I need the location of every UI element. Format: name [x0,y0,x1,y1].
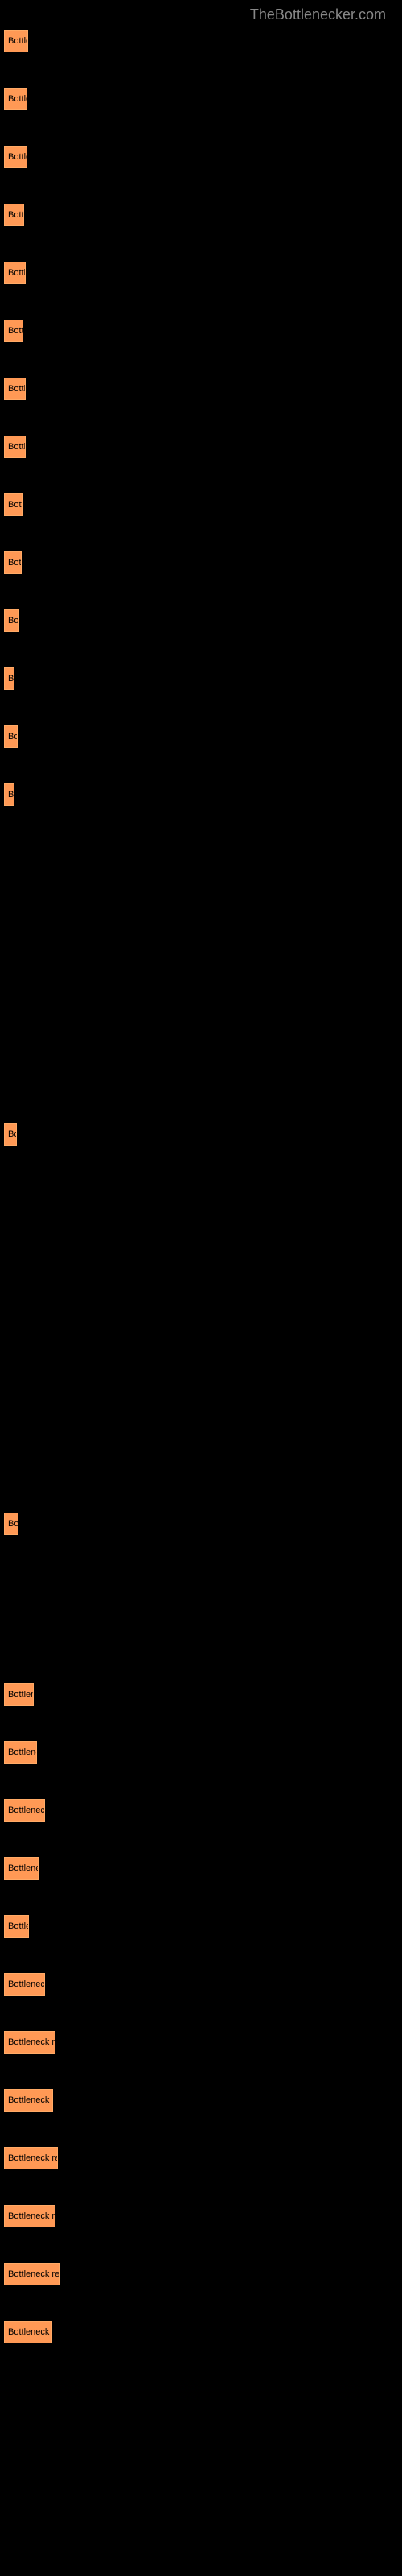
bar: Bo [4,1123,17,1146]
bar-row: Bot [4,551,402,574]
bar: Bottl [4,378,26,400]
bar: Bottle [4,88,27,110]
bars-container: Bottle Bottle Bottle Bott Bottl Bott Bottl Bott… [0,30,402,2343]
bar-row: Bo [4,1513,402,1535]
header-title: TheBottlenecker.com [0,0,402,30]
bar: Bottleneck re [4,2205,55,2227]
bar-row: Bottleneck re [4,2205,402,2227]
bar: Bottleneck res [4,2147,58,2169]
bar-row: Bo [4,609,402,632]
bar: Bottleneck res [4,2263,60,2285]
bar: Bott [4,320,23,342]
bar-row: Bottle [4,30,402,52]
bar: B [4,783,14,806]
bar-row: Bo [4,1123,402,1146]
bar-row: Bo [4,725,402,748]
bar-row: Bott [4,320,402,342]
pipe-marker: | [5,1342,7,1352]
bar-row: Bottleneck r [4,2321,402,2343]
bar-row: Bottleneck res [4,2147,402,2169]
bar: Bo [4,1513,18,1535]
bar-row: B [4,783,402,806]
bar-row: Bottleneck re [4,2031,402,2054]
bar: Bott [4,493,23,516]
bar-row: Bottleneck [4,1799,402,1822]
bar: Bottleneck r [4,2321,52,2343]
bar: Bottleneck re [4,2031,55,2054]
bar-row: Bott [4,493,402,516]
bar: Bo [4,609,19,632]
bar: Bot [4,551,22,574]
bar-row: Bottle [4,88,402,110]
bar-row: Bottlen [4,1683,402,1706]
bar: Bo [4,725,18,748]
bar-row: Bottl [4,436,402,458]
bar: Bottlen [4,1683,34,1706]
bar: Bottlene [4,1741,37,1764]
bar: Bottle [4,30,28,52]
bar: Bottlene [4,1857,39,1880]
bar-row: Bottlene [4,1857,402,1880]
bar-row: Bottlene [4,1741,402,1764]
bar: Bottl [4,262,26,284]
bar: Bott [4,204,24,226]
bar: B [4,667,14,690]
bar-row: Bottl [4,262,402,284]
bar: Bottle [4,1915,29,1938]
bar-row: Bott [4,204,402,226]
bar-row: B [4,667,402,690]
bar: Bottleneck [4,1973,45,1996]
bar-row: Bottle [4,1915,402,1938]
bar-row: Bottle [4,146,402,168]
bar: Bottleneck r [4,2089,53,2112]
bar: Bottleneck [4,1799,45,1822]
bar-row: Bottl [4,378,402,400]
bar: Bottle [4,146,27,168]
bar-row: Bottleneck [4,1973,402,1996]
bar-row: | [4,1342,402,1364]
bar: Bottl [4,436,26,458]
bar-row: Bottleneck r [4,2089,402,2112]
bar-row: Bottleneck res [4,2263,402,2285]
